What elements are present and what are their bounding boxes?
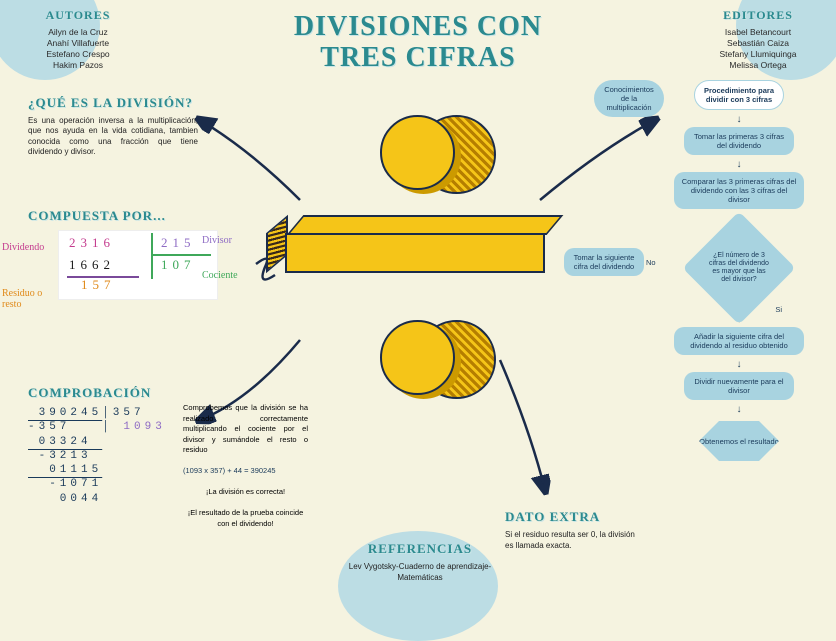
flow-n1: Tomar las primeras 3 cifras del dividend…: [684, 127, 794, 155]
comp-text2: ¡La división es correcta!: [183, 487, 308, 498]
section-compuesta: COMPUESTA POR... 2316 215 1662 107 157: [28, 208, 238, 300]
division-dot-top: [380, 115, 455, 190]
flow-n3: Añadir la siguiente cifra del dividendo …: [674, 327, 804, 355]
comp-text3: ¡El resultado de la prueba coincide con …: [183, 508, 308, 529]
section-referencias: REFERENCIAS Lev Vygotsky-Cuaderno de apr…: [340, 541, 500, 583]
box-r3: 157: [81, 277, 116, 293]
flow-decision: ¿El número de 3 cifras del dividendo es …: [699, 228, 779, 308]
label-dividendo: Dividendo: [2, 242, 44, 253]
label-cociente: Cociente: [202, 270, 238, 281]
flow-end: Obtenemos el resultado: [699, 421, 779, 461]
division-bar: [285, 233, 555, 273]
section-comprobacion: COMPROBACIÓN 390245│357 -357 │ 1093 0332…: [28, 385, 288, 506]
comp-formula: (1093 x 357) + 44 = 390245: [183, 466, 308, 477]
box-r2b: 107: [161, 257, 196, 273]
flow-n2: Comparar las 3 primeras cifras del divid…: [674, 172, 804, 209]
section-que-es: ¿QUÉ ES LA DIVISIÓN? Es una operación in…: [28, 95, 198, 158]
section-dato-extra: DATO EXTRA Si el residuo resulta ser 0, …: [505, 509, 645, 551]
flow-no-label: No: [646, 258, 656, 267]
flow-n4: Dividir nuevamente para el divisor: [684, 372, 794, 400]
division-symbol-3d: [285, 115, 555, 395]
label-residuo: Residuo o resto: [2, 288, 52, 310]
division-dot-bottom: [380, 320, 455, 395]
flow-si-label: Si: [775, 305, 782, 314]
box-r1b: 215: [161, 235, 196, 251]
que-es-heading: ¿QUÉ ES LA DIVISIÓN?: [28, 95, 198, 111]
que-es-text: Es una operación inversa a la multiplica…: [28, 116, 198, 158]
label-divisor: Divisor: [202, 235, 232, 246]
box-r2a: 1662: [69, 257, 115, 273]
referencias-heading: REFERENCIAS: [340, 541, 500, 557]
dato-extra-heading: DATO EXTRA: [505, 509, 645, 525]
flowchart: Procedimiento para dividir con 3 cifras …: [654, 80, 824, 467]
referencias-text: Lev Vygotsky-Cuaderno de aprendizaje-Mat…: [340, 562, 500, 583]
comp-text1: Comprobemos que la división se ha realiz…: [183, 403, 308, 456]
box-r1a: 2316: [69, 235, 115, 251]
compuesta-heading: COMPUESTA POR...: [28, 208, 238, 224]
flow-no-node: Tomar la siguiente cifra del dividendo: [564, 248, 644, 276]
flow-side: Conocimientos de la multiplicación: [594, 80, 664, 117]
dato-extra-text: Si el residuo resulta ser 0, la división…: [505, 530, 645, 551]
division-example-box: 2316 215 1662 107 157: [58, 230, 218, 300]
comprobacion-heading: COMPROBACIÓN: [28, 385, 288, 401]
flow-decision-text: ¿El número de 3 cifras del dividendo es …: [699, 228, 779, 308]
flow-start: Procedimiento para dividir con 3 cifras: [694, 80, 784, 110]
comprobacion-sidebar: Comprobemos que la división se ha realiz…: [183, 403, 308, 529]
